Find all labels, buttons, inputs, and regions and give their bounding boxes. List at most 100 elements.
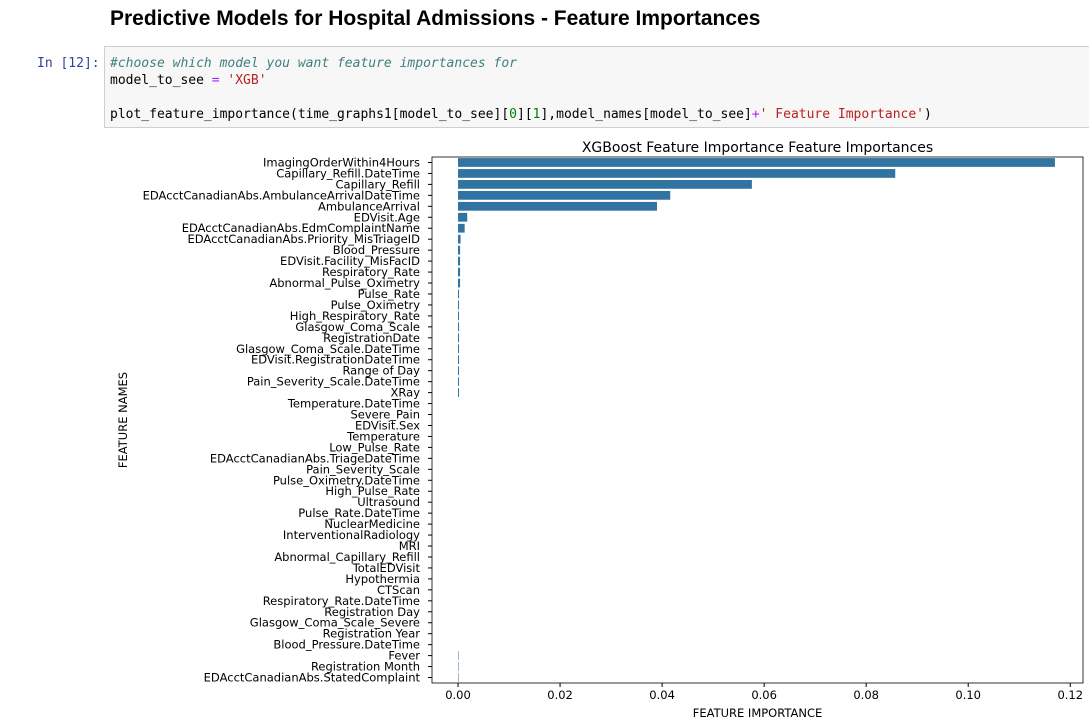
y-tick-label: NuclearMedicine [324,517,420,531]
bar [458,245,461,255]
bar [458,311,460,321]
code-token: plot_feature_importance(time_graphs1[mod… [110,107,509,122]
y-tick-label: EDAcctCanadianAbs.TriageDateTime [210,451,420,465]
y-tick-label: InterventionalRadiology [283,528,420,542]
x-tick-label: 0.02 [547,688,573,702]
y-tick-label: Pulse_Oximetry.DateTime [273,473,420,487]
y-tick-label: Glasgow_Coma_Scale [295,320,420,334]
x-tick-label: 0.08 [853,688,879,702]
y-tick-label: EDAcctCanadianAbs.Priority_MisTriageID [187,232,420,246]
code-line: #choose which model you want feature imp… [109,56,517,71]
y-tick-label: Registration Day [324,605,420,619]
bar [458,180,752,189]
y-tick-label: Pain_Severity_Scale.DateTime [247,375,420,389]
y-tick-label: Range of Day [342,364,420,378]
chart-title: XGBoost Feature Importance Feature Impor… [582,140,933,156]
y-tick-label: Fever [388,649,420,663]
bar [458,355,460,365]
bar [458,212,468,222]
code-line: model_to_see = 'XGB' [110,73,267,88]
code-token: + [752,107,760,122]
bar [458,333,460,343]
y-tick-label: Capillary_Refill.DateTime [276,166,420,180]
code-cell[interactable] [104,46,1089,128]
y-tick-label: CTScan [377,583,420,597]
y-tick-label: Low_Pulse_Rate [329,440,420,454]
code-token: = [204,73,227,88]
code-token: model_to_see [110,73,204,88]
y-tick-label: EDVisit.Age [354,210,420,224]
bar [458,651,459,660]
chart: XGBoost Feature Importance Feature Impor… [116,140,1084,720]
bar [458,388,460,397]
code-token: 0 [509,107,517,122]
bar [458,322,460,332]
bar [458,234,461,244]
y-tick-label: Pulse_Rate [358,287,420,301]
y-tick-label: Temperature [346,429,420,443]
y-tick-label: Blood_Pressure.DateTime [273,638,420,652]
y-tick-label: Respiratory_Rate.DateTime [263,594,420,608]
bar [458,289,460,299]
bar [458,256,461,266]
y-tick-label: TotalEDVisit [352,561,421,575]
bar [458,190,671,200]
y-tick-label: Glasgow_Coma_Scale.DateTime [236,342,420,356]
y-tick-label: Glasgow_Coma_Scale_Severe [250,616,420,630]
bar [458,278,461,288]
y-tick-label: Ultrasound [357,495,420,509]
bar [458,267,461,277]
x-tick-label: 0.00 [445,688,471,702]
y-tick-label: EDVisit.RegistrationDateTime [251,353,420,367]
bar [458,366,460,376]
y-tick-label: XRay [391,386,421,400]
bar [458,673,459,682]
y-tick-label: Abnormal_Capillary_Refill [274,550,420,564]
y-tick-label: Pulse_Rate.DateTime [298,506,420,520]
bar [458,377,460,387]
y-tick-label: Severe_Pain [350,408,420,422]
x-tick-label: 0.10 [955,688,981,702]
y-tick-label: EDAcctCanadianAbs.AmbulanceArrivalDateTi… [143,188,420,202]
code: #choose which model you want feature imp… [109,56,932,122]
y-tick-label: Blood_Pressure [333,243,420,257]
y-tick-label: RegistrationDate [323,331,420,345]
y-tick-label: Capillary_Refill [336,177,420,191]
y-tick-label: EDAcctCanadianAbs.EdmComplaintName [182,221,420,235]
y-tick-label: Registration Year [323,627,421,641]
code-token: ' Feature Importance' [760,107,924,122]
y-tick-label: High_Pulse_Rate [325,484,420,498]
bar [458,158,1055,167]
page-title: Predictive Models for Hospital Admission… [110,7,760,30]
y-tick-label: EDVisit.Sex [355,418,420,432]
code-token: ][ [517,107,533,122]
code-token: ) [924,107,932,122]
code-line: plot_feature_importance(time_graphs1[mod… [110,107,932,122]
bar [458,300,460,310]
y-tick-label: EDAcctCanadianAbs.StatedComplaint [204,671,421,685]
x-tick-label: 0.04 [649,688,675,702]
code-token: ],model_names[model_to_see] [540,107,751,122]
y-tick-label: MRI [399,539,420,553]
y-tick-label: EDVisit.Facility_MisFacID [280,254,420,268]
y-tick-label: AmbulanceArrival [318,199,420,213]
y-tick-label: High_Respiratory_Rate [290,309,420,323]
x-axis-label: FEATURE IMPORTANCE [693,706,823,720]
bar [458,169,896,178]
code-token: #choose which model you want feature imp… [109,56,517,71]
bar [458,223,465,233]
cell-prompt: In [12]: [37,56,100,71]
x-tick-label: 0.12 [1057,688,1083,702]
code-token: 'XGB' [227,73,266,88]
y-tick-label: ImagingOrderWithin4Hours [263,155,420,169]
x-tick-label: 0.06 [751,688,777,702]
y-tick-label: Hypothermia [345,572,420,586]
y-axis-label: FEATURE NAMES [116,372,130,468]
axes-frame [431,156,1084,684]
y-tick-label: Respiratory_Rate [322,265,420,279]
y-tick-label: Pain_Severity_Scale [306,462,420,476]
y-tick-label: Temperature.DateTime [287,397,420,411]
bar [458,662,459,671]
